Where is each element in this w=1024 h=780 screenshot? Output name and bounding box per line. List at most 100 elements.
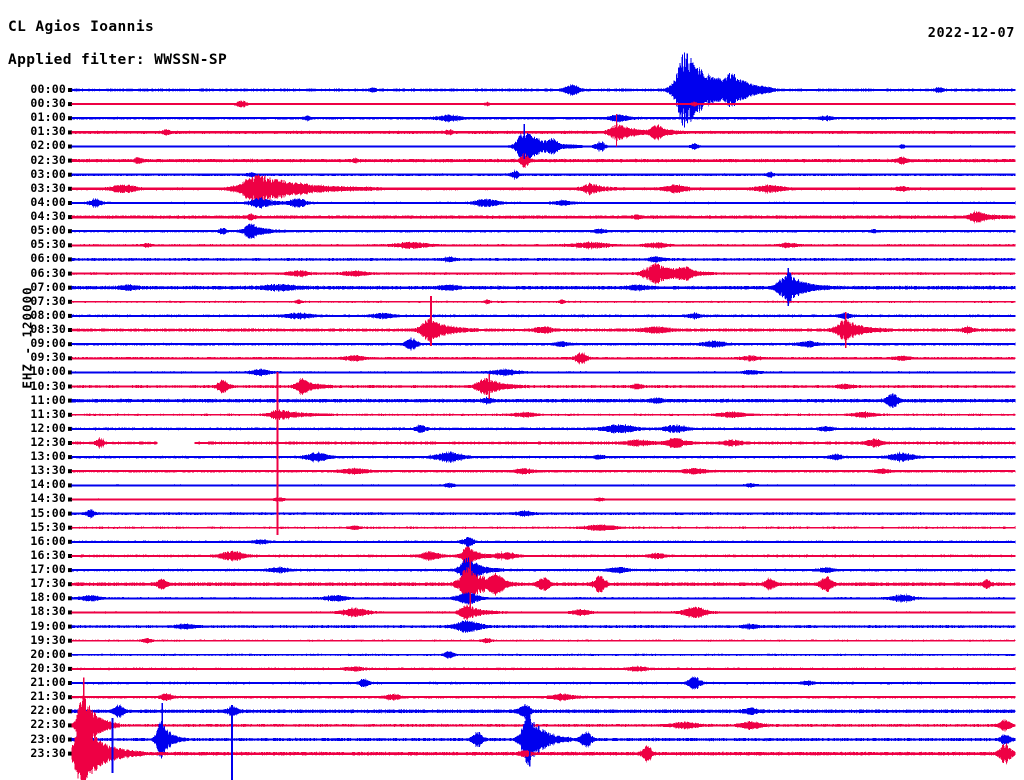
y-tick-label: 21:30 [30,689,66,704]
trace-row [71,693,1016,702]
y-tick-label: 18:30 [30,604,66,619]
trace-row [71,423,1016,435]
trace-row [71,223,1016,239]
trace-row [71,467,1016,476]
y-tick-label: 18:00 [30,590,66,605]
y-tick-label: 23:30 [30,745,66,760]
y-tick-label: 03:00 [30,166,66,181]
trace-row [71,451,1016,464]
y-tick-label: 06:00 [30,251,66,266]
y-tick-label: 06:30 [30,265,66,280]
y-tick-label: 13:00 [30,449,66,464]
trace-row [71,676,1016,690]
trace-row [71,637,1016,644]
y-tick-label: 23:00 [30,731,66,746]
y-tick-label: 10:30 [30,378,66,393]
y-tick-label: 17:00 [30,562,66,577]
trace-row [71,650,1016,660]
trace-row [71,240,1016,250]
y-tick-label: 14:00 [30,477,66,492]
y-tick-label: 01:30 [30,124,66,139]
trace-row [71,210,1016,224]
trace-row [71,619,1016,634]
y-tick-label: 07:00 [30,279,66,294]
y-tick-label: 04:30 [30,209,66,224]
trace-row [71,408,1016,421]
y-tick-label: 11:30 [30,406,66,421]
y-tick-label: 10:00 [30,364,66,379]
y-tick-label: 09:00 [30,336,66,351]
trace-row [71,113,1016,124]
clipped-long-spike-blue [231,705,233,780]
trace-row [71,317,1016,343]
trace-row [71,367,1016,377]
trace-row [71,722,1016,780]
y-tick-label: 03:30 [30,180,66,195]
trace-row [71,393,1016,408]
trace-row [71,436,1016,450]
trace-row [71,270,1016,305]
trace-row [71,546,1016,566]
clipped-long-spike-blue-left [111,718,114,773]
trace-row [71,255,1016,264]
page-title: CL Agios Ioannis [8,19,155,35]
clipped-long-spike-red-left [83,712,85,780]
y-tick-label: 19:30 [30,632,66,647]
y-tick-label: 17:30 [30,576,66,591]
y-tick-label: 16:00 [30,533,66,548]
trace-row [71,196,1016,210]
trace-row [71,692,1016,758]
y-tick-label: 01:00 [30,110,66,125]
y-tick-label: 00:30 [30,96,66,111]
trace-row [71,173,1016,205]
trace-row [71,262,1016,285]
y-tick-label: 02:00 [30,138,66,153]
y-tick-label: 20:30 [30,660,66,675]
trace-row [71,123,1016,142]
y-tick-label: 22:00 [30,703,66,718]
y-tick-label: 05:30 [30,237,66,252]
trace-row [71,557,1016,583]
trace-row [71,132,1016,161]
clipped-spike-red-right [845,312,847,348]
y-tick-label: 00:00 [30,82,66,96]
y-tick-label: 20:00 [30,646,66,661]
applied-filter-label: Applied filter: WWSSN-SP [8,52,228,68]
trace-row [71,604,1016,621]
y-tick-label: 21:00 [30,675,66,690]
y-tick-label: 12:30 [30,435,66,449]
y-tick-label: 22:30 [30,717,66,732]
trace-row [71,508,1016,519]
trace-row [71,665,1016,673]
trace-row [71,567,1016,602]
trace-row [71,311,1016,321]
y-tick-label: 19:00 [30,618,66,633]
trace-row [71,337,1016,351]
y-tick-label: 11:00 [30,392,66,407]
y-tick-label: 15:30 [30,519,66,534]
trace-row [71,703,1016,719]
trace-row [71,497,1016,502]
y-tick-label: 08:30 [30,322,66,337]
trace-row [71,482,1016,489]
clipped-long-spike-red-mid [430,296,432,346]
y-tick-label: 08:00 [30,307,66,322]
y-tick-label: 05:00 [30,223,66,238]
trace-row [71,714,1016,765]
date-label: 2022-12-07 [927,25,1015,41]
y-tick-label: 15:00 [30,505,66,520]
trace-row [71,169,1016,180]
clipped-long-spike [276,372,279,535]
y-tick-label: 14:30 [30,491,66,506]
trace-row [71,299,1016,305]
trace-row [71,100,1016,108]
trace-row [71,524,1016,532]
trace-row [71,536,1016,547]
y-tick-label: 12:00 [30,420,66,435]
trace-row [71,591,1016,605]
trace-row [71,152,1016,169]
y-tick-label: 04:00 [30,194,66,209]
